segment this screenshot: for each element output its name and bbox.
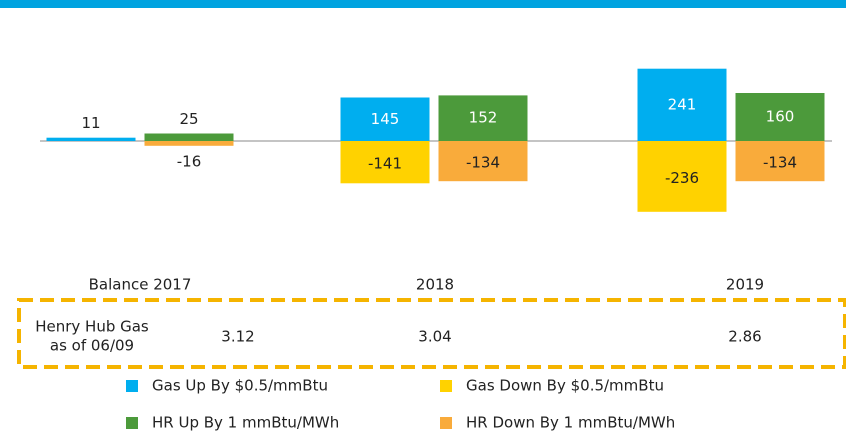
- category-label: 2019: [726, 276, 764, 294]
- legend-label: HR Down By 1 mmBtu/MWh: [466, 414, 675, 432]
- bar: [340, 141, 430, 184]
- row-label: as of 06/09: [50, 337, 134, 355]
- value-label: -16: [177, 152, 202, 170]
- row-label: Henry Hub Gas: [35, 318, 149, 336]
- value-label: -134: [763, 154, 797, 172]
- value-label: -236: [665, 169, 699, 187]
- legend-swatch: [126, 380, 138, 392]
- bar: [438, 141, 528, 182]
- legend-label: HR Up By 1 mmBtu/MWh: [152, 414, 339, 432]
- value-label: 152: [469, 109, 498, 127]
- table-value: 3.12: [221, 328, 254, 346]
- bar: [637, 68, 727, 141]
- value-label: 11: [81, 114, 100, 132]
- bar: [144, 133, 234, 141]
- value-label: -141: [368, 155, 402, 173]
- bar: [144, 141, 234, 146]
- bar: [340, 97, 430, 141]
- legend-label: Gas Up By $0.5/mmBtu: [152, 377, 328, 395]
- value-label: 145: [371, 110, 400, 128]
- bar: [637, 141, 727, 212]
- value-label: 160: [766, 108, 795, 126]
- bar: [46, 137, 136, 141]
- category-label: Balance 2017: [89, 276, 192, 294]
- value-label: -134: [466, 154, 500, 172]
- category-label: 2018: [416, 276, 454, 294]
- legend-swatch: [440, 380, 452, 392]
- legend-label: Gas Down By $0.5/mmBtu: [466, 377, 664, 395]
- table-value: 3.04: [418, 328, 451, 346]
- bar: [735, 93, 825, 141]
- value-label: 241: [668, 95, 697, 113]
- legend-swatch: [126, 417, 138, 429]
- bar: [735, 141, 825, 182]
- legend-swatch: [440, 417, 452, 429]
- bar: [438, 95, 528, 141]
- top-band: [0, 0, 846, 8]
- table-box: [17, 298, 846, 369]
- value-label: 25: [179, 110, 198, 128]
- table-value: 2.86: [728, 328, 761, 346]
